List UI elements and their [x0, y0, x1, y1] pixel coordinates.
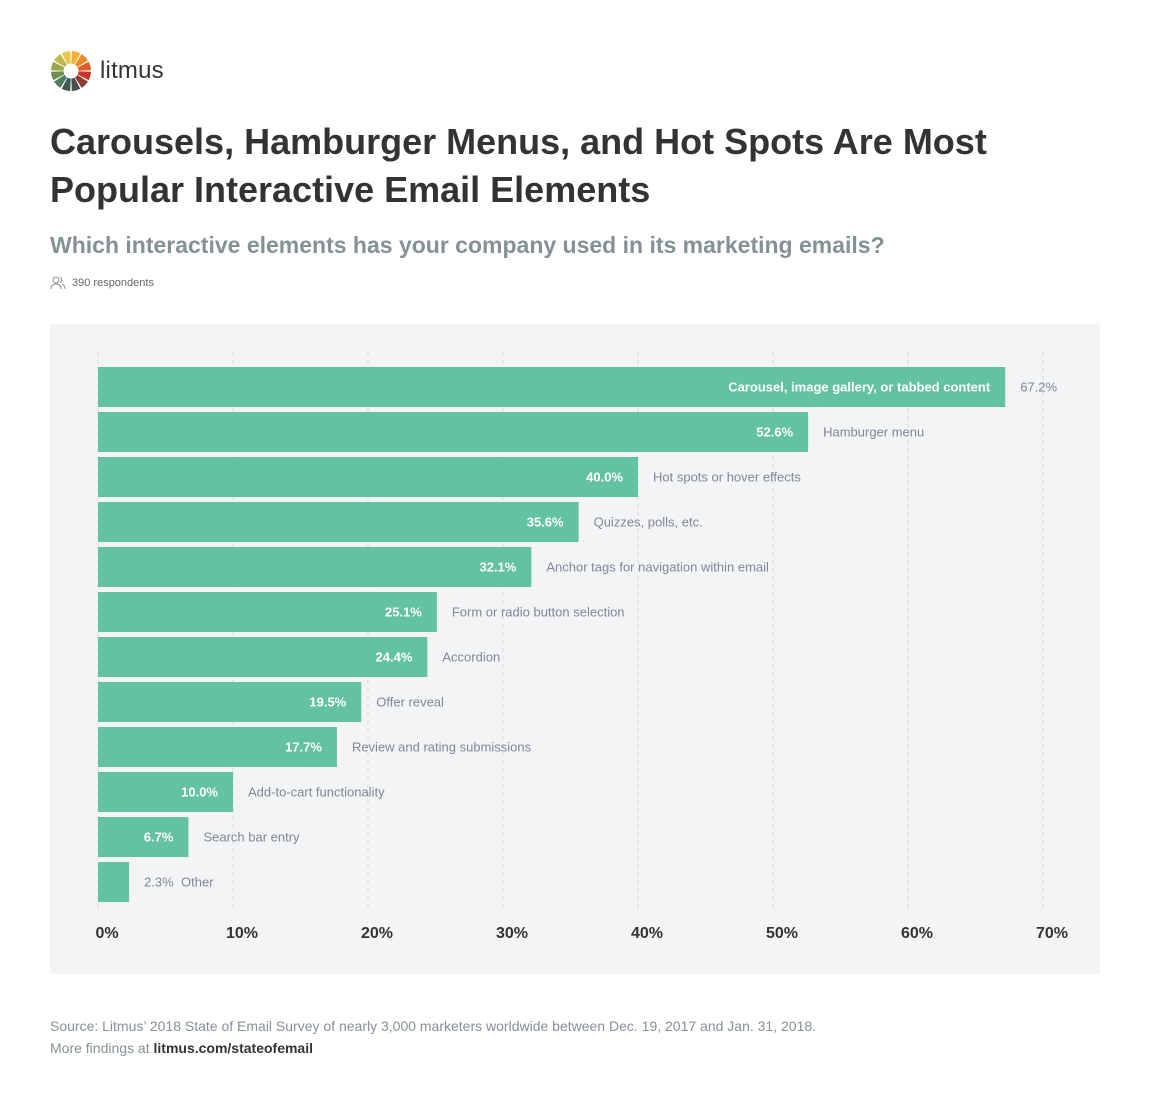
bar: [98, 637, 428, 677]
bar-category-label: Search bar entry: [203, 830, 300, 845]
bar-category-label: Accordion: [442, 650, 500, 665]
logo-segment: [51, 61, 65, 71]
respondent-count-text: 390 respondents: [72, 277, 154, 289]
bar-value-label: 67.2%: [1020, 380, 1057, 395]
x-tick-label: 60%: [901, 925, 933, 942]
bar-value-label: 24.4%: [376, 650, 413, 665]
bar-category-label: Anchor tags for navigation within email: [546, 560, 769, 575]
bar-value-label: 25.1%: [385, 605, 422, 620]
bar-value-label: 10.0%: [181, 785, 218, 800]
logo-segment: [71, 51, 81, 65]
bar-category-label: Hot spots or hover effects: [653, 470, 801, 485]
bar-value-label: 35.6%: [527, 515, 564, 530]
x-tick-label: 10%: [226, 925, 258, 942]
bar-value-label: 6.7%: [144, 830, 174, 845]
litmus-logo-icon: [51, 51, 91, 91]
bar-value-label: 52.6%: [756, 425, 793, 440]
x-tick-label: 20%: [361, 925, 393, 942]
respondent-count: 390 respondents: [50, 276, 154, 290]
bar-chart: Carousel, image gallery, or tabbed conte…: [95, 352, 1068, 942]
logo-segment: [61, 77, 71, 91]
bar-category-label: Hamburger menu: [823, 425, 924, 440]
x-tick-label: 50%: [766, 925, 798, 942]
logo-segment: [75, 75, 88, 88]
bar: [98, 367, 1006, 407]
x-tick-label: 40%: [631, 925, 663, 942]
bar: [98, 772, 233, 812]
bar: [98, 457, 638, 497]
bar-category-label: Review and rating submissions: [352, 740, 532, 755]
x-tick-label: 30%: [496, 925, 528, 942]
bar-value-label: 2.3%: [144, 875, 174, 890]
bar-category-label: Add-to-cart functionality: [248, 785, 385, 800]
bar: [98, 862, 130, 902]
brand-logo: litmus: [50, 50, 164, 92]
source-text: Source: Litmus’ 2018 State of Email Surv…: [50, 1018, 817, 1034]
bar-category-label: Carousel, image gallery, or tabbed conte…: [728, 380, 991, 395]
x-tick-label: 70%: [1036, 925, 1068, 942]
source-note: Source: Litmus’ 2018 State of Email Surv…: [50, 1015, 816, 1059]
bar: [98, 682, 362, 722]
logo-segment: [71, 77, 81, 91]
logo-segment: [51, 71, 65, 81]
bar: [98, 502, 579, 542]
bar: [98, 547, 532, 587]
chart-panel: Carousel, image gallery, or tabbed conte…: [50, 324, 1100, 974]
logo-segment: [61, 51, 71, 65]
brand-name: litmus: [100, 57, 164, 84]
bar: [98, 817, 189, 857]
bar-value-label: 32.1%: [479, 560, 516, 575]
bar-value-label: 17.7%: [285, 740, 322, 755]
logo-segment: [54, 75, 67, 88]
bar: [98, 412, 809, 452]
more-findings-prefix: More findings at: [50, 1040, 154, 1056]
logo-segment: [54, 54, 67, 67]
bar-category-label: Quizzes, polls, etc.: [594, 515, 703, 530]
chart-title: Carousels, Hamburger Menus, and Hot Spot…: [50, 121, 987, 210]
logo-segment: [77, 71, 91, 81]
x-tick-label: 0%: [95, 925, 118, 942]
bar-category-label: Form or radio button selection: [452, 605, 625, 620]
bar-category-label: Offer reveal: [376, 695, 444, 710]
bar-value-label: 19.5%: [309, 695, 346, 710]
logo-segment: [77, 61, 91, 71]
people-icon: [50, 276, 66, 290]
more-findings-link[interactable]: litmus.com/stateofemail: [153, 1040, 314, 1056]
chart-subtitle: Which interactive elements has your comp…: [50, 232, 885, 258]
bar-value-label: 40.0%: [586, 470, 623, 485]
bar: [98, 727, 337, 767]
bar: [98, 592, 437, 632]
bar-category-label: Other: [181, 875, 214, 890]
logo-segment: [75, 54, 88, 67]
